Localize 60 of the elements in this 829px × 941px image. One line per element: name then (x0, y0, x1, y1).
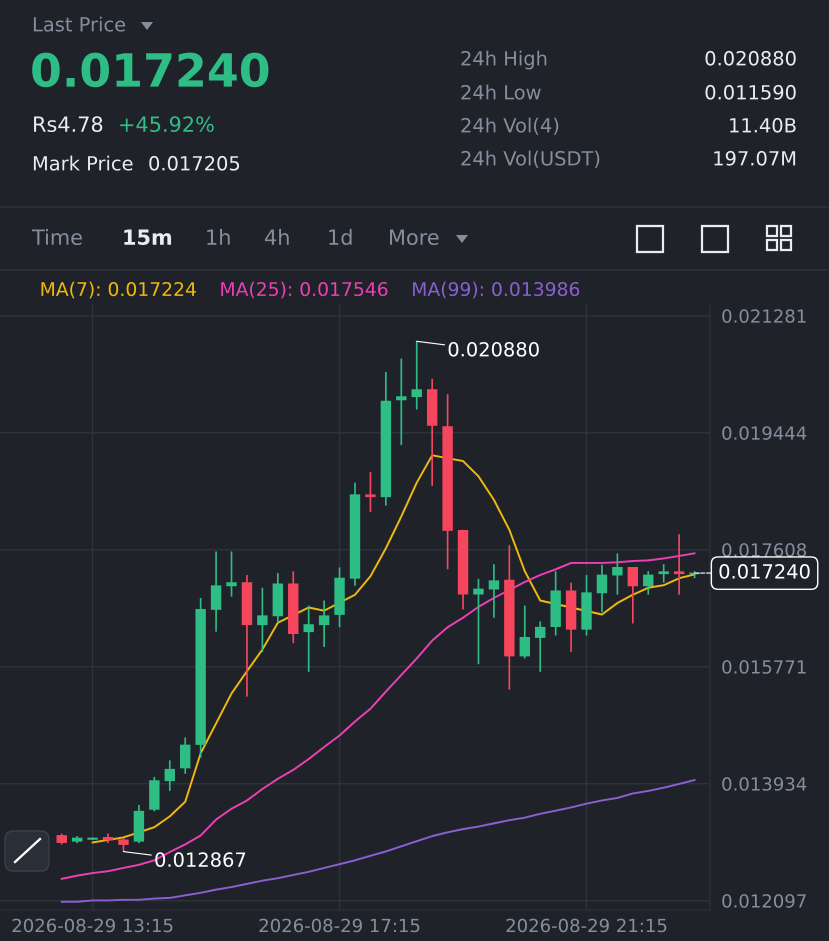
x-tick-label: 2026-08-29 17:15 (260, 918, 420, 932)
line-series (60, 779, 696, 903)
y-tick-label: 0.017608 (722, 543, 806, 557)
text: Rs4.78 (34, 116, 102, 132)
x-tick-label: 2026-08-29 21:15 (506, 918, 666, 932)
text: 24h Vol(4) (461, 118, 558, 135)
text: Time (32, 228, 82, 246)
text: 0.017240 (32, 52, 268, 88)
y-tick-label: 0.019444 (722, 426, 806, 440)
candlestick (102, 832, 114, 844)
candlestick (488, 563, 500, 619)
y-tick-label: 0.015771 (722, 660, 806, 674)
candlestick (180, 736, 190, 775)
candlestick (535, 620, 546, 673)
x-tick-label: 2026-08-29 13:15 (12, 918, 172, 932)
candlestick (396, 358, 407, 446)
text: 24h Vol(USDT) (461, 150, 600, 168)
y-tick-label: 0.013934 (722, 777, 806, 791)
candlestick (612, 552, 623, 596)
text: 1d (329, 228, 352, 246)
candlestick (628, 566, 638, 624)
text: +45.92% (120, 116, 214, 132)
y-tick-label: 0.021281 (722, 309, 806, 323)
candlestick (473, 578, 484, 666)
text: 0.011590 (706, 84, 796, 100)
candlestick (118, 837, 129, 852)
text: 0.017205 (149, 156, 240, 171)
text: 1h (207, 228, 230, 245)
text: 0.020880 (706, 50, 796, 66)
candlestick (303, 604, 314, 673)
annotation: 0.017240 (719, 564, 810, 579)
text: 11.40B (730, 118, 796, 133)
candlestick (674, 533, 684, 596)
candlestick (210, 550, 222, 633)
candlestick (226, 550, 237, 598)
candlestick (365, 471, 376, 513)
candlestick (164, 760, 175, 792)
text: MA(99): 0.013986 (413, 282, 580, 298)
text: Mark Price (34, 156, 133, 171)
text: 24h Low (461, 84, 541, 100)
candlestick (56, 832, 67, 846)
candlestick (318, 600, 330, 648)
candlestick (520, 604, 530, 660)
text: 4h (265, 228, 289, 245)
annotation: 0.012867 (155, 852, 246, 867)
text: 15m (124, 230, 172, 246)
text: 24h High (461, 50, 546, 70)
candlestick (643, 570, 654, 596)
y-tick-label: 0.012097 (722, 894, 806, 908)
text: 197.07M (714, 150, 796, 166)
candlestick (257, 586, 268, 653)
text: MA(25): 0.017546 (221, 282, 388, 298)
candlestick (412, 340, 422, 410)
text: More (390, 230, 439, 246)
line-series (60, 552, 696, 880)
text: Last Price (34, 16, 126, 32)
candlestick (658, 563, 669, 584)
annotation: 0.020880 (448, 342, 539, 357)
text: MA(7): 0.017224 (41, 282, 196, 298)
candlestick (596, 564, 608, 613)
